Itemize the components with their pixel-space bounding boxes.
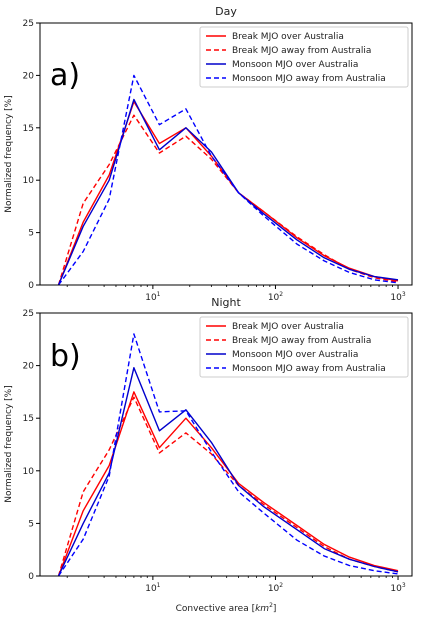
series-line-3 — [57, 98, 399, 286]
legend-box — [199, 26, 409, 88]
y-tick-label: 5 — [28, 519, 34, 529]
x-tick-label: 102 — [268, 582, 283, 594]
legend-entry: Break MJO away from Australia — [232, 336, 371, 346]
legend-entry: Monsoon MJO away from Australia — [232, 364, 386, 374]
y-tick-label: 10 — [23, 467, 35, 477]
series-line-4 — [57, 333, 399, 577]
y-tick-label: 15 — [23, 414, 34, 424]
legend-box — [199, 316, 409, 378]
series-lines — [57, 74, 399, 286]
series-line-1 — [57, 100, 399, 286]
y-tick-label: 5 — [28, 229, 34, 239]
panel-title: Night — [211, 296, 241, 309]
legend-entry: Monsoon MJO over Australia — [232, 60, 358, 70]
x-tick-label: 101 — [145, 582, 160, 594]
legend: Break MJO over Australia Break MJO away f… — [199, 316, 409, 378]
y-tick-label: 20 — [23, 362, 35, 372]
panel-label: b) — [50, 339, 81, 374]
series-line-3 — [57, 367, 399, 577]
y-axis-label: Normalized frequency [%] — [4, 95, 14, 212]
legend: Break MJO over Australia Break MJO away f… — [199, 26, 409, 88]
series-line-2 — [57, 396, 399, 577]
series-line-4 — [57, 74, 399, 286]
y-tick-label: 0 — [28, 572, 34, 582]
x-tick-label: 102 — [268, 291, 283, 303]
x-tick-label: 103 — [390, 582, 405, 594]
x-tick-label: 101 — [145, 291, 160, 303]
y-tick-label: 25 — [23, 19, 34, 29]
y-tick-label: 0 — [28, 281, 34, 291]
panel-label: a) — [50, 58, 80, 93]
series-lines — [57, 333, 399, 577]
legend-entry: Break MJO over Australia — [232, 322, 344, 332]
legend-entry: Break MJO away from Australia — [232, 46, 371, 56]
axis-ticks: 0 5 10 15 20 25 101 102 103 — [23, 19, 406, 303]
y-axis-label: Normalized frequency [%] — [4, 385, 14, 502]
legend-entry: Monsoon MJO away from Australia — [232, 74, 386, 84]
y-tick-label: 10 — [23, 176, 35, 186]
y-tick-label: 25 — [23, 309, 34, 319]
y-tick-label: 20 — [23, 71, 35, 81]
panel-day: Day Normalized frequency [%] 0 5 10 15 20 25 1… — [4, 5, 413, 303]
y-tick-label: 15 — [23, 124, 34, 134]
panel-title: Day — [215, 5, 237, 18]
plot-frame — [39, 312, 413, 577]
legend-entry: Break MJO over Australia — [232, 32, 344, 42]
plot-frame — [39, 22, 413, 286]
panel-night: Night Normalized frequency [%] 0 5 10 15 20 2… — [4, 296, 413, 594]
legend-entry: Monsoon MJO over Australia — [232, 350, 358, 360]
x-axis-label: Convective area [km2] — [176, 602, 277, 614]
series-line-2 — [57, 114, 399, 286]
x-tick-label: 103 — [390, 291, 405, 303]
